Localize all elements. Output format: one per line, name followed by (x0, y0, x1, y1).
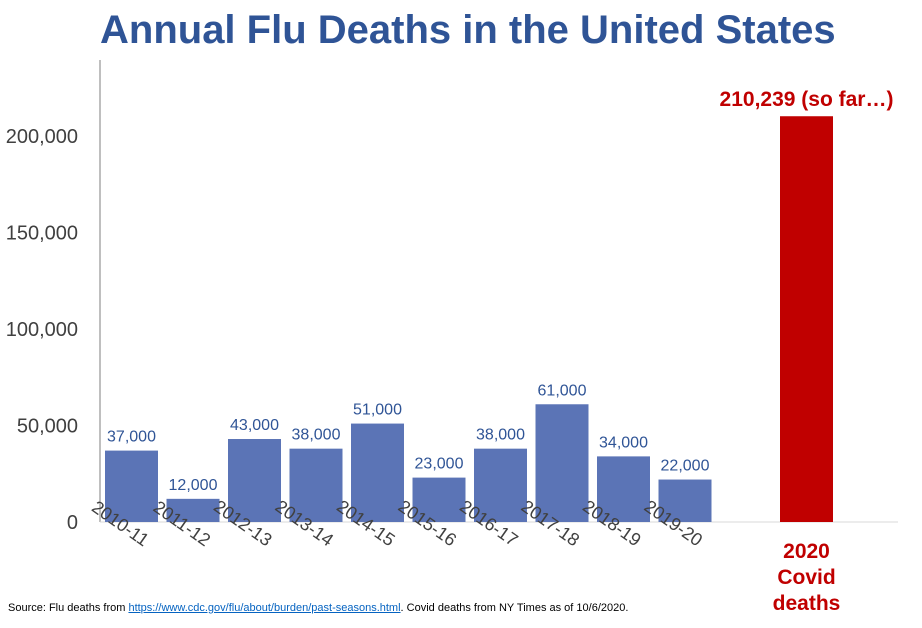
data-label: 38,000 (476, 427, 525, 444)
covid-category-label: Covid (777, 566, 835, 589)
covid-data-label: 210,239 (so far…) (720, 88, 894, 111)
chart-title: Annual Flu Deaths in the United States (100, 8, 836, 52)
bar (597, 456, 650, 522)
bar (166, 498, 220, 522)
bar (105, 450, 158, 522)
data-label: 23,000 (415, 456, 464, 473)
data-label: 37,000 (107, 429, 156, 446)
source-note: Source: Flu deaths from https://www.cdc.… (8, 602, 628, 614)
bar (228, 439, 281, 522)
covid-bar (780, 116, 833, 522)
y-tick-label: 200,000 (6, 126, 78, 148)
data-label: 38,000 (292, 427, 341, 444)
y-tick-label: 50,000 (17, 416, 78, 438)
bar (351, 423, 404, 522)
bar (412, 477, 466, 522)
bar (289, 448, 343, 522)
data-label: 22,000 (661, 458, 710, 475)
y-tick-label: 0 (67, 512, 78, 534)
covid-category-label: 2020 (783, 540, 830, 563)
source-link[interactable]: https://www.cdc.gov/flu/about/burden/pas… (128, 602, 401, 614)
bar (474, 448, 527, 522)
bar (535, 404, 589, 522)
bar (658, 479, 712, 522)
source-prefix: Source: Flu deaths from (8, 602, 129, 614)
data-label: 61,000 (538, 382, 587, 399)
data-label: 34,000 (599, 434, 648, 451)
y-tick-label: 150,000 (6, 223, 78, 245)
data-label: 51,000 (353, 402, 402, 419)
data-label: 12,000 (169, 477, 218, 494)
data-label: 43,000 (230, 417, 279, 434)
covid-category-label: deaths (773, 592, 841, 615)
source-suffix: . Covid deaths from NY Times as of 10/6/… (400, 602, 629, 614)
y-tick-label: 100,000 (6, 319, 78, 341)
